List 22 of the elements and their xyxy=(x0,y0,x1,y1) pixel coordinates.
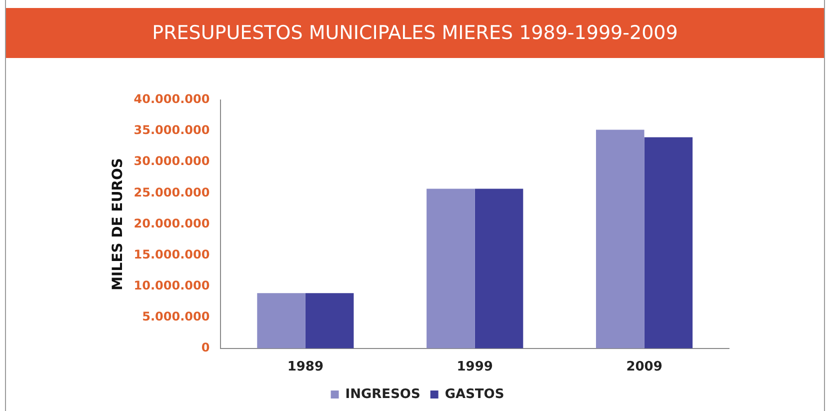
y-tick-label: 5.000.000 xyxy=(142,309,210,324)
bar xyxy=(596,130,644,348)
bar xyxy=(644,137,693,348)
x-tick-label: 2009 xyxy=(626,360,662,375)
legend-label: GASTOS xyxy=(444,386,504,402)
y-tick-label: 35.000.000 xyxy=(134,123,210,138)
bar xyxy=(426,188,475,348)
y-tick-label: 25.000.000 xyxy=(134,185,210,200)
y-tick-label: 20.000.000 xyxy=(134,216,210,230)
y-tick-label: 0 xyxy=(201,340,210,355)
bar xyxy=(257,293,306,348)
x-tick-label: 1999 xyxy=(456,360,493,375)
chart-title: PRESUPUESTOS MUNICIPALES MIERES 1989-1999-2009 xyxy=(6,8,824,58)
y-axis-title: MILES DE EUROS xyxy=(110,158,126,290)
bar xyxy=(305,293,354,348)
y-tick-label: 10.000.000 xyxy=(134,278,210,292)
bar xyxy=(474,188,524,348)
legend-label: INGRESOS xyxy=(345,386,420,402)
y-tick-label: 30.000.000 xyxy=(134,154,210,168)
y-tick-label: 40.000.000 xyxy=(134,92,210,106)
x-tick-label: 1989 xyxy=(287,360,324,375)
y-tick-label: 15.000.000 xyxy=(134,247,210,262)
